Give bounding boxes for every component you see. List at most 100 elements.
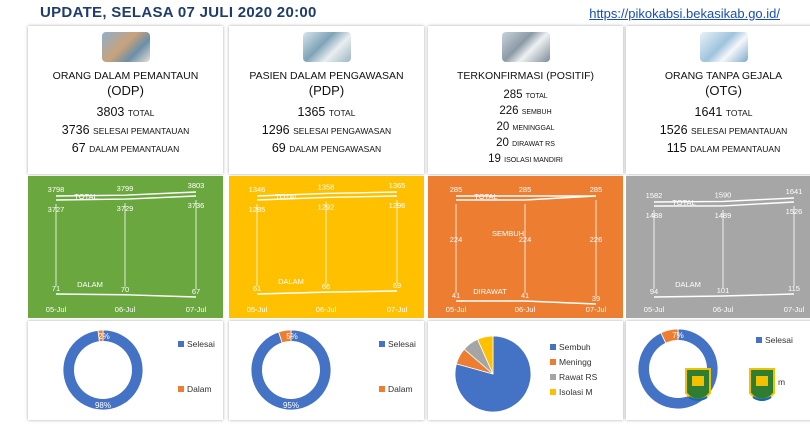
- series-total-line: [256, 191, 398, 197]
- otg-trend-chart: 1582 1488 94 05-Jul 1590 1489 101 06-Jul 1641 152…: [626, 176, 810, 318]
- secondary-data-label: 1296: [389, 201, 406, 210]
- series-active-line: [55, 293, 197, 298]
- series-name-total: TOTAL: [275, 192, 298, 201]
- pdp-line-chart: 1346 1285 61 05-Jul 1358 1292 66 06-Jul 1365 1296…: [229, 176, 424, 318]
- total-data-label: 1365: [389, 181, 406, 190]
- pdp-donut-chart: 95% 5% Selesai Dalam: [250, 329, 416, 411]
- secondary-data-label: 224: [450, 235, 463, 244]
- series-name-active: DALAM: [278, 277, 304, 286]
- odp-done: 3736 SELESAI PEMANTAUAN: [61, 123, 190, 137]
- active-data-label: 61: [253, 284, 261, 293]
- series-secondary-line: [55, 195, 197, 201]
- series-secondary-line: [256, 195, 398, 201]
- legend-swatch: [550, 389, 556, 395]
- x-tick-label: 05-Jul: [644, 305, 665, 314]
- positive-recovered: 226 SEMBUH: [499, 105, 552, 117]
- legend-label: Sembuh: [559, 342, 591, 352]
- positive-pie-chart: Sembuh Meningg Rawat RS Isolasi M: [454, 335, 598, 413]
- positive-line-chart: 285 224 41 05-Jul 285 224 41 06-Jul 285 226 39 07-J…: [428, 176, 623, 318]
- total-data-label: 1641: [786, 187, 803, 196]
- secondary-data-label: 3736: [188, 201, 205, 210]
- x-tick-label: 06-Jul: [115, 305, 136, 314]
- odp-title: ORANG DALAM PEMANTAUN: [52, 70, 199, 82]
- series-secondary-line: [653, 201, 795, 207]
- website-link[interactable]: https://pikokabsi.bekasikab.go.id/: [589, 6, 780, 21]
- legend-label: Isolasi M: [559, 387, 593, 397]
- x-tick-label: 06-Jul: [316, 305, 337, 314]
- x-tick-label: 07-Jul: [387, 305, 408, 314]
- active-data-label: 67: [192, 287, 200, 296]
- total-data-label: 285: [450, 185, 463, 194]
- total-data-label: 3803: [188, 181, 205, 190]
- x-tick-label: 05-Jul: [46, 305, 67, 314]
- total-data-label: 1582: [646, 191, 663, 200]
- pdp-trend-chart: 1346 1285 61 05-Jul 1358 1292 66 06-Jul 1365 1296…: [229, 176, 424, 318]
- series-active-line: [256, 290, 398, 295]
- otg-donut-panel: 7% Selesai m: [626, 321, 810, 420]
- legend-label: Dalam: [388, 384, 413, 394]
- secondary-data-label: 3727: [48, 205, 65, 214]
- legend-swatch: [379, 386, 385, 392]
- series-active-line: [653, 293, 795, 298]
- pie-slice-sembuh: [454, 335, 532, 413]
- hospital-photo: [302, 32, 351, 62]
- series-total-line: [55, 191, 197, 197]
- series-name-active: DALAM: [675, 280, 701, 289]
- pie-slice-isolasi-m: [477, 335, 494, 375]
- bekasi-regency-seal: [684, 367, 712, 407]
- total-data-label: 3798: [48, 185, 65, 194]
- legend-swatch: [756, 337, 762, 343]
- active-data-label: 101: [717, 286, 730, 295]
- legend-swatch: [379, 341, 385, 347]
- total-data-label: 1590: [715, 190, 732, 199]
- total-data-label: 1358: [318, 182, 335, 191]
- odp-donut-panel: 98% 2% Selesai Dalam: [28, 321, 223, 420]
- legend-swatch: [550, 374, 556, 380]
- donut-hole: [262, 341, 320, 399]
- total-data-label: 3799: [117, 184, 134, 193]
- series-name-active: DALAM: [77, 280, 103, 289]
- otg-column: ORANG TANPA GEJALA (OTG) 1641 TOTAL 1526…: [626, 26, 810, 420]
- legend-label: Selesai: [187, 339, 215, 349]
- series-active-line: [456, 300, 597, 305]
- slice-value-label: 98%: [95, 401, 111, 410]
- secondary-data-label: 1526: [786, 207, 803, 216]
- secondary-data-label: 224: [519, 235, 532, 244]
- pdp-done: 1296 SELESAI PENGAWASAN: [261, 123, 392, 137]
- otg-card: ORANG TANPA GEJALA (OTG) 1641 TOTAL 1526…: [626, 26, 810, 174]
- pdp-total: 1365 TOTAL: [297, 105, 356, 119]
- x-tick-label: 07-Jul: [186, 305, 207, 314]
- icu-photo: [501, 32, 550, 62]
- positive-trend-chart: 285 224 41 05-Jul 285 224 41 06-Jul 285 226 39 07-J…: [428, 176, 623, 318]
- series-total-line: [653, 197, 795, 203]
- update-header: UPDATE, SELASA 07 JULI 2020 20:00: [40, 4, 317, 21]
- positive-pie-panel: Sembuh Meningg Rawat RS Isolasi M: [428, 321, 623, 420]
- slice-value-label: 7%: [672, 331, 684, 340]
- total-data-label: 285: [519, 185, 532, 194]
- total-data-label: 285: [590, 185, 603, 194]
- series-name-secondary: SEMBUH: [492, 229, 524, 238]
- x-tick-label: 05-Jul: [247, 305, 268, 314]
- legend-swatch: [178, 341, 184, 347]
- positive-died: 20 MENINGGAL: [496, 121, 555, 133]
- active-data-label: 70: [121, 285, 129, 294]
- positive-isolation: 19 ISOLASI MANDIRI: [488, 153, 563, 165]
- otg-donut-chart: 7% Selesai m: [637, 328, 793, 410]
- odp-donut-chart: 98% 2% Selesai Dalam: [62, 329, 215, 411]
- slice-value-label: 2%: [98, 332, 110, 341]
- active-data-label: 39: [592, 294, 600, 303]
- pdp-column: PASIEN DALAM PENGAWASAN (PDP) 1365 TOTAL…: [229, 26, 424, 420]
- otg-total: 1641 TOTAL: [694, 105, 753, 119]
- bekasi-regency-seal-2: [748, 367, 776, 407]
- active-data-label: 41: [452, 291, 460, 300]
- legend-swatch: [178, 386, 184, 392]
- odp-trend-chart: 3798 3727 71 05-Jul 3799 3729 70 06-Jul 3803 3736…: [28, 176, 223, 318]
- x-tick-label: 07-Jul: [784, 305, 805, 314]
- odp-card: ORANG DALAM PEMANTAUN (ODP) 3803 TOTAL 3…: [28, 26, 223, 174]
- legend-label: Selesai: [388, 339, 416, 349]
- secondary-data-label: 1489: [715, 211, 732, 220]
- total-data-label: 1346: [249, 185, 266, 194]
- secondary-data-label: 1285: [249, 205, 266, 214]
- odp-total: 3803 TOTAL: [96, 105, 155, 119]
- patients-photo: [101, 32, 150, 62]
